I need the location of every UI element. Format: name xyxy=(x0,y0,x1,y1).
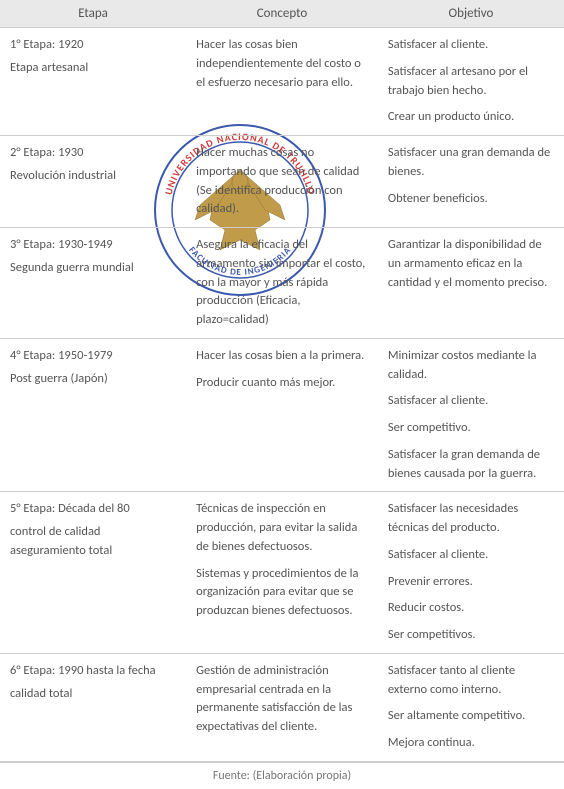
table-row: 1° Etapa: 1920 Etapa artesanal Hacer las c… xyxy=(0,28,564,136)
etapa-title: 6° Etapa: 1990 hasta la fecha xyxy=(10,662,176,681)
objetivo-text: Obtener beneficios. xyxy=(388,190,554,209)
header-objetivo: Objetivo xyxy=(378,0,564,28)
cell-concepto: Gestión de administración empresarial ce… xyxy=(186,653,378,761)
objetivo-text: Prevenir errores. xyxy=(388,573,554,592)
table-row: 6° Etapa: 1990 hasta la fecha calidad tot… xyxy=(0,653,564,761)
etapa-title: 5° Etapa: Década del 80 xyxy=(10,500,176,519)
cell-objetivo: Satisfacer las necesidades técnicas del … xyxy=(378,492,564,654)
cell-concepto: Hacer las cosas bien a la primera. Produc… xyxy=(186,338,378,492)
objetivo-text: Satisfacer al cliente. xyxy=(388,546,554,565)
etapa-subtitle: Etapa artesanal xyxy=(10,59,176,78)
etapa-subtitle: calidad total xyxy=(10,685,176,704)
etapa-subtitle: control de calidad aseguramiento total xyxy=(10,523,176,561)
cell-etapa: 1° Etapa: 1920 Etapa artesanal xyxy=(0,28,186,136)
objetivo-text: Minimizar costos mediante la calidad. xyxy=(388,347,554,385)
etapas-table: Etapa Concepto Objetivo 1° Etapa: 1920 Et… xyxy=(0,0,564,762)
concepto-text: Gestión de administración empresarial ce… xyxy=(196,662,368,737)
objetivo-text: Satisfacer la gran demanda de bienes cau… xyxy=(388,446,554,484)
concepto-text: Asegura la eficacia del armamento sin im… xyxy=(196,236,368,330)
cell-etapa: 5° Etapa: Década del 80 control de calida… xyxy=(0,492,186,654)
etapa-title: 1° Etapa: 1920 xyxy=(10,36,176,55)
table-row: 4° Etapa: 1950-1979 Post guerra (Japón) Ha… xyxy=(0,338,564,492)
header-concepto: Concepto xyxy=(186,0,378,28)
objetivo-text: Satisfacer tanto al cliente externo como… xyxy=(388,662,554,700)
cell-concepto: Hacer muchas cosas no importando que sea… xyxy=(186,136,378,228)
etapa-title: 4° Etapa: 1950-1979 xyxy=(10,347,176,366)
objetivo-text: Ser competitivos. xyxy=(388,626,554,645)
concepto-text: Producir cuanto más mejor. xyxy=(196,374,368,393)
objetivo-text: Satisfacer una gran demanda de bienes. xyxy=(388,144,554,182)
cell-objetivo: Satisfacer al cliente. Satisfacer al arte… xyxy=(378,28,564,136)
objetivo-text: Satisfacer las necesidades técnicas del … xyxy=(388,500,554,538)
concepto-text: Técnicas de inspección en producción, pa… xyxy=(196,500,368,556)
objetivo-text: Ser altamente competitivo. xyxy=(388,707,554,726)
concepto-text: Hacer las cosas bien independientemente … xyxy=(196,36,368,92)
concepto-text: Sistemas y procedimientos de la organiza… xyxy=(196,565,368,621)
cell-etapa: 4° Etapa: 1950-1979 Post guerra (Japón) xyxy=(0,338,186,492)
cell-etapa: 3° Etapa: 1930-1949 Segunda guerra mundia… xyxy=(0,228,186,339)
cell-objetivo: Garantizar la disponibilidad de un armam… xyxy=(378,228,564,339)
cell-etapa: 2° Etapa: 1930 Revolución industrial xyxy=(0,136,186,228)
cell-objetivo: Minimizar costos mediante la calidad. Sat… xyxy=(378,338,564,492)
table-row: 5° Etapa: Década del 80 control de calida… xyxy=(0,492,564,654)
cell-objetivo: Satisfacer una gran demanda de bienes. Ob… xyxy=(378,136,564,228)
objetivo-text: Satisfacer al cliente. xyxy=(388,392,554,411)
etapa-subtitle: Revolución industrial xyxy=(10,167,176,186)
cell-objetivo: Satisfacer tanto al cliente externo como… xyxy=(378,653,564,761)
table-row: 3° Etapa: 1930-1949 Segunda guerra mundia… xyxy=(0,228,564,339)
cell-concepto: Asegura la eficacia del armamento sin im… xyxy=(186,228,378,339)
objetivo-text: Crear un producto único. xyxy=(388,108,554,127)
etapa-subtitle: Segunda guerra mundial xyxy=(10,259,176,278)
cell-concepto: Técnicas de inspección en producción, pa… xyxy=(186,492,378,654)
objetivo-text: Satisfacer al cliente. xyxy=(388,36,554,55)
etapa-title: 2° Etapa: 1930 xyxy=(10,144,176,163)
objetivo-text: Reducir costos. xyxy=(388,599,554,618)
cell-etapa: 6° Etapa: 1990 hasta la fecha calidad tot… xyxy=(0,653,186,761)
objetivo-text: Ser competitivo. xyxy=(388,419,554,438)
concepto-text: Hacer las cosas bien a la primera. xyxy=(196,347,368,366)
table-footer: Fuente: (Elaboración propia) xyxy=(0,762,564,789)
objetivo-text: Garantizar la disponibilidad de un armam… xyxy=(388,236,554,292)
header-row: Etapa Concepto Objetivo xyxy=(0,0,564,28)
etapa-title: 3° Etapa: 1930-1949 xyxy=(10,236,176,255)
table-row: 2° Etapa: 1930 Revolución industrial Hacer… xyxy=(0,136,564,228)
objetivo-text: Mejora continua. xyxy=(388,734,554,753)
cell-concepto: Hacer las cosas bien independientemente … xyxy=(186,28,378,136)
etapa-subtitle: Post guerra (Japón) xyxy=(10,370,176,389)
objetivo-text: Satisfacer al artesano por el trabajo bi… xyxy=(388,63,554,101)
concepto-text: Hacer muchas cosas no importando que sea… xyxy=(196,144,368,219)
header-etapa: Etapa xyxy=(0,0,186,28)
